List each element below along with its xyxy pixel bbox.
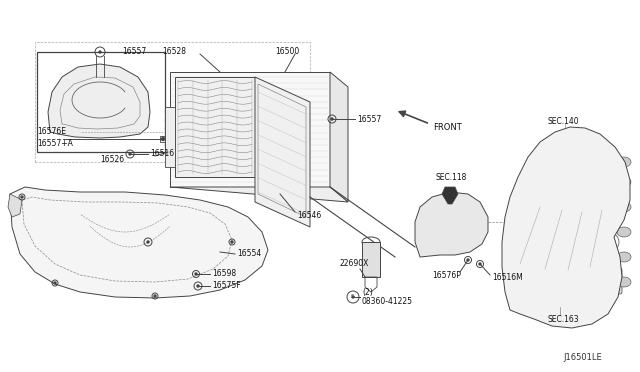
Text: FRONT: FRONT — [433, 122, 461, 131]
Ellipse shape — [617, 157, 631, 167]
Circle shape — [467, 259, 469, 261]
Text: J16501LE: J16501LE — [563, 353, 602, 362]
Circle shape — [154, 295, 156, 297]
Polygon shape — [175, 77, 255, 177]
Text: 16576P: 16576P — [432, 270, 461, 279]
Ellipse shape — [617, 177, 631, 187]
Circle shape — [161, 138, 164, 141]
Text: 16516: 16516 — [150, 150, 174, 158]
Text: 16500: 16500 — [275, 46, 300, 55]
Text: 08360-41225: 08360-41225 — [362, 298, 413, 307]
Text: 16528: 16528 — [162, 46, 186, 55]
Text: 16546: 16546 — [297, 211, 321, 219]
Polygon shape — [330, 72, 348, 202]
Circle shape — [99, 51, 101, 53]
Bar — [160, 136, 166, 142]
Text: 16575F: 16575F — [212, 282, 241, 291]
Circle shape — [479, 263, 481, 265]
Ellipse shape — [432, 202, 472, 247]
Polygon shape — [10, 187, 268, 298]
Circle shape — [352, 296, 354, 298]
Polygon shape — [362, 242, 380, 277]
Text: SEC.140: SEC.140 — [548, 118, 580, 126]
Text: SEC.163: SEC.163 — [548, 315, 580, 324]
Ellipse shape — [617, 202, 631, 212]
Polygon shape — [165, 107, 175, 167]
Polygon shape — [8, 194, 22, 217]
Text: 16557+A: 16557+A — [37, 138, 73, 148]
Text: 16526: 16526 — [100, 154, 124, 164]
FancyBboxPatch shape — [533, 265, 557, 299]
Text: 16598: 16598 — [212, 269, 236, 279]
Polygon shape — [170, 72, 330, 187]
FancyBboxPatch shape — [578, 178, 602, 212]
Text: 16516M: 16516M — [492, 273, 523, 282]
Circle shape — [54, 282, 56, 284]
Polygon shape — [255, 77, 310, 227]
FancyBboxPatch shape — [553, 173, 579, 209]
Text: 22690X: 22690X — [340, 260, 369, 269]
Polygon shape — [170, 187, 348, 202]
Text: SEC.118: SEC.118 — [435, 173, 467, 182]
Polygon shape — [48, 64, 150, 138]
Ellipse shape — [617, 252, 631, 262]
Ellipse shape — [617, 227, 631, 237]
FancyBboxPatch shape — [528, 170, 554, 204]
Circle shape — [331, 118, 333, 120]
Polygon shape — [415, 192, 488, 257]
Polygon shape — [502, 127, 630, 328]
Text: 16554: 16554 — [237, 250, 261, 259]
FancyBboxPatch shape — [558, 272, 582, 304]
Text: S: S — [351, 295, 355, 299]
Circle shape — [147, 241, 149, 243]
Ellipse shape — [438, 208, 466, 240]
Text: 16576E: 16576E — [37, 128, 66, 137]
FancyBboxPatch shape — [583, 270, 605, 299]
Text: (2): (2) — [362, 288, 372, 296]
Circle shape — [195, 273, 197, 275]
Polygon shape — [442, 187, 458, 204]
Circle shape — [21, 196, 23, 198]
Circle shape — [231, 241, 233, 243]
Circle shape — [129, 153, 131, 155]
Text: 16557: 16557 — [357, 115, 381, 124]
FancyBboxPatch shape — [601, 177, 623, 209]
Text: 16557: 16557 — [122, 48, 147, 57]
Ellipse shape — [617, 277, 631, 287]
Circle shape — [197, 285, 199, 287]
FancyBboxPatch shape — [603, 268, 622, 294]
